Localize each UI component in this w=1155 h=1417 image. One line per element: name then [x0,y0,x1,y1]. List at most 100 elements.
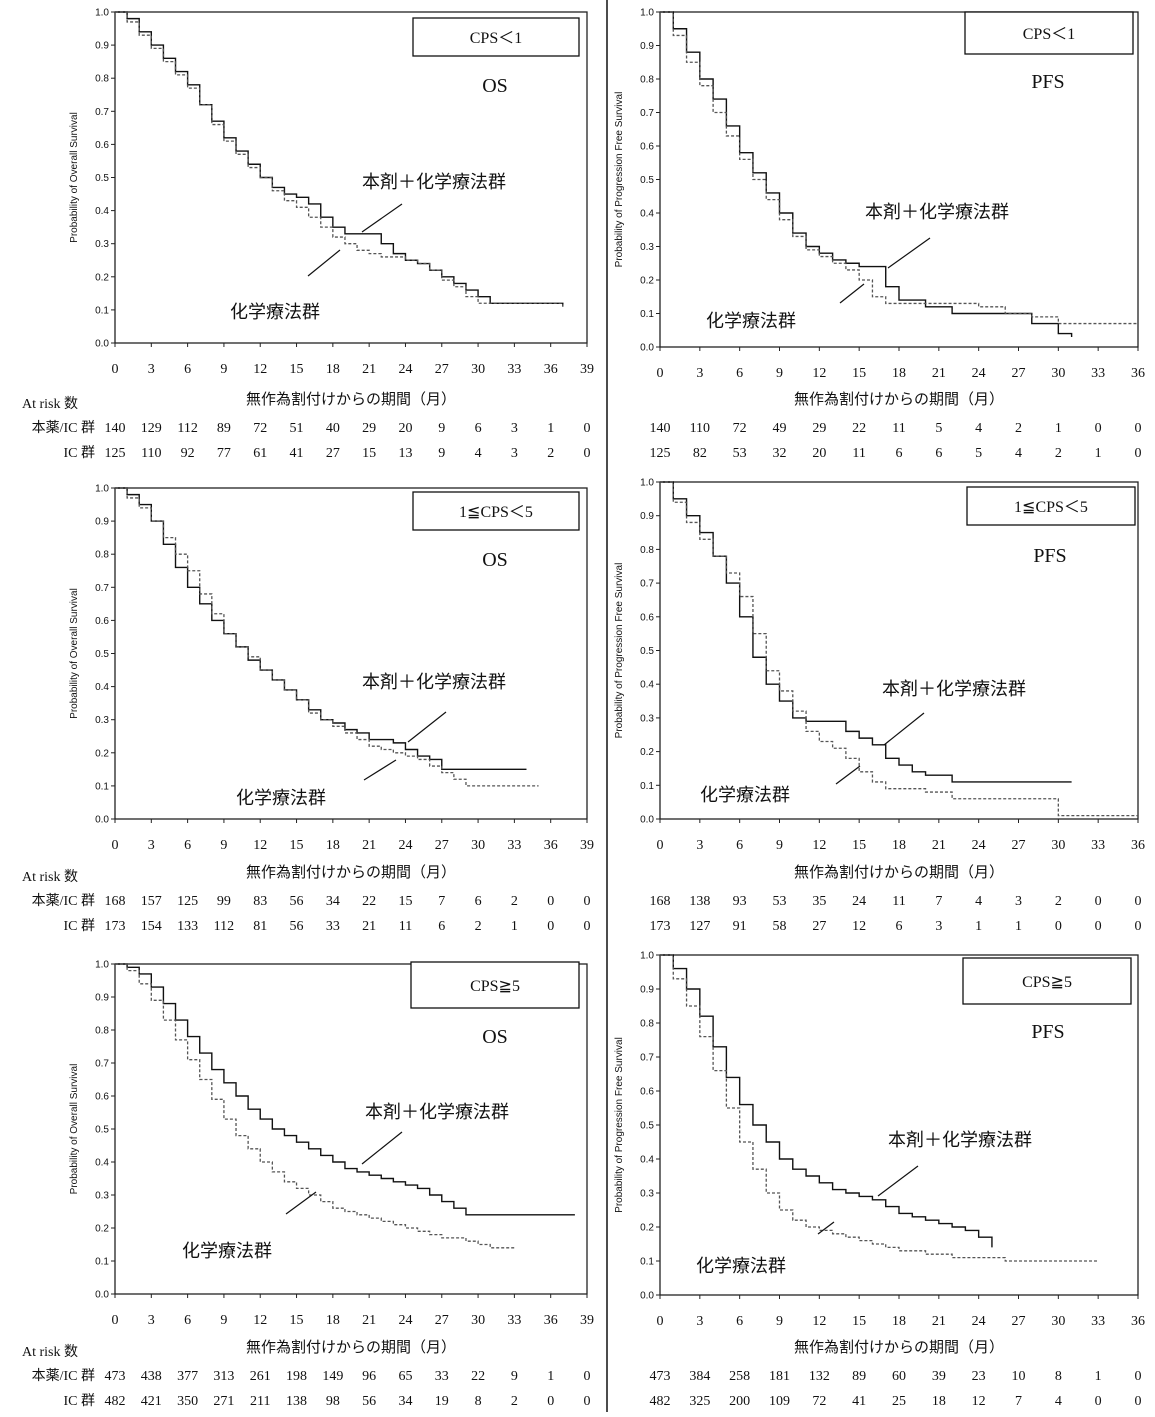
panel3-at-risk-treatment-value: 22 [362,894,376,909]
panel3-at-risk-treatment-value: 157 [141,894,162,909]
panel3-at-risk-treatment-value: 0 [547,894,554,909]
panel1-at-risk-control-value: 2 [547,446,554,461]
panel1-x-tick-label: 30 [471,362,485,377]
panel5-at-risk-treatment-value: 0 [584,1369,591,1384]
panel5-at-risk-control-value: 56 [362,1394,376,1409]
panel2-x-tick-label: 36 [1131,366,1145,381]
panel5-at-risk-control-value: 211 [250,1394,270,1409]
panel6-x-tick-label: 9 [776,1314,783,1329]
panel3-at-risk-treatment-value: 168 [105,894,126,909]
panel3-control-curve [115,487,539,787]
panel2-at-risk-control-value: 53 [733,446,747,461]
panel4-at-risk-control-value: 127 [689,919,710,934]
panel4-y-tick-label: 0.7 [640,579,654,590]
panel3-endpoint-label: OS [482,549,508,571]
panel1-at-risk-control-value: 110 [141,446,161,461]
panel3-at-risk-treatment-value: 6 [475,894,482,909]
panel1-at-risk-treatment-value: 29 [362,421,376,436]
panel4-treatment-label: 本剤＋化学療法群 [882,679,1026,699]
panel3-at-risk-treatment-value: 2 [511,894,518,909]
panel1-x-tick-label: 9 [220,362,227,377]
panel5-y-tick-label: 0.8 [95,1026,109,1037]
panel5-at-risk-control-value: 0 [547,1394,554,1409]
panel5-x-tick-label: 27 [435,1313,449,1328]
panel3-y-tick-label: 0.3 [95,715,109,726]
panel2-control-label: 化学療法群 [706,311,796,331]
panel6-at-risk-control-value: 7 [1015,1394,1022,1409]
panel1-y-axis-label: Probability of Overall Survival [69,112,80,243]
panel5-at-risk-treatment-value: 473 [105,1369,126,1384]
panel5-y-tick-label: 0.9 [95,993,109,1004]
panel1-at-risk-header: At risk 数 [22,396,78,412]
panel1-at-risk-treatment-value: 0 [584,421,591,436]
panel5-at-risk-treatment-value: 313 [213,1369,234,1384]
panel1-at-risk-control-value: 4 [475,446,482,461]
panel6-x-tick-label: 3 [696,1314,703,1329]
panel5-at-risk-treatment-value: 33 [435,1369,449,1384]
panel2-at-risk-treatment-value: 140 [650,421,671,436]
panel3-at-risk-treatment-value: 99 [217,894,231,909]
panel3-at-risk-treatment-value: 15 [398,894,412,909]
panel1-y-tick-label: 0.0 [95,339,109,350]
panel6-endpoint-label: PFS [1031,1021,1064,1043]
panel6-at-risk-treatment-value: 1 [1095,1369,1102,1384]
panel2-subgroup-label: CPS＜1 [1023,26,1075,43]
panel4-y-tick-label: 0.1 [640,781,654,792]
panel2-y-tick-label: 0.1 [640,309,654,320]
panel1-x-tick-label: 39 [580,362,594,377]
panel5-x-tick-label: 21 [362,1313,376,1328]
panel2-at-risk-control-value: 6 [896,446,903,461]
panel2-treatment-pointer [887,237,931,269]
panel6-at-risk-treatment-value: 23 [972,1369,986,1384]
panel1-at-risk-control-value: 41 [290,446,304,461]
panel5-at-risk-control-value: 482 [105,1394,126,1409]
panel4-treatment-curve [660,481,1072,783]
panel3-x-tick-label: 33 [507,838,521,853]
panel3-at-risk-control-value: 154 [141,919,162,934]
panel2-at-risk-control-value: 1 [1095,446,1102,461]
panel4-x-tick-label: 33 [1091,838,1105,853]
panel1-y-tick-label: 0.4 [95,206,109,217]
panel5-y-tick-label: 0.6 [95,1092,109,1103]
panel2-at-risk-treatment-value: 22 [852,421,866,436]
panel3-at-risk-treatment-value: 7 [438,894,445,909]
panel4-at-risk-treatment-value: 168 [650,894,671,909]
panel1-at-risk-treatment-value: 112 [177,421,197,436]
panel6-at-risk-treatment-value: 384 [689,1369,710,1384]
panel6-at-risk-control-value: 200 [729,1394,750,1409]
panel6-at-risk-treatment-value: 10 [1012,1369,1026,1384]
panel3-y-tick-label: 0.1 [95,781,109,792]
panel2-at-risk-treatment-value: 29 [812,421,826,436]
panel5-subgroup-label: CPS≧5 [470,978,520,995]
panel1-at-risk-control-value: 61 [253,446,267,461]
panel1-at-risk-treatment-value: 129 [141,421,162,436]
panel2-x-tick-label: 27 [1012,366,1026,381]
panel1-at-risk-control-value: 92 [181,446,195,461]
panel6-control-curve [660,954,1099,1262]
panel1-plot-frame [114,11,588,344]
panel2-x-tick-label: 33 [1091,366,1105,381]
panel4-at-risk-treatment-value: 138 [689,894,710,909]
panel2-y-tick-label: 0.0 [640,343,654,354]
panel3-y-tick-label: 0.4 [95,682,109,693]
panel2-y-tick-label: 0.9 [640,41,654,52]
panel5-at-risk-control-value: 8 [475,1394,482,1409]
panel6-y-tick-label: 0.6 [640,1087,654,1098]
panel3-treatment-pointer [407,711,447,743]
panel1-y-tick-label: 0.5 [95,173,109,184]
panel4-at-risk-treatment-value: 24 [852,894,866,909]
panel3-at-risk-control-value: 81 [253,919,267,934]
panel6-y-tick-label: 0.7 [640,1053,654,1064]
panel6-at-risk-control-value: 0 [1095,1394,1102,1409]
panel2-x-tick-label: 12 [812,366,826,381]
panel1-at-risk-treatment-value: 3 [511,421,518,436]
panel5-at-risk-control-value: 350 [177,1394,198,1409]
panel3-at-risk-control-value: 2 [475,919,482,934]
panel3-at-risk-control-value: 0 [584,919,591,934]
panel2-y-tick-label: 0.6 [640,142,654,153]
panel3-at-risk-control-value: 21 [362,919,376,934]
panel5-at-risk-control-value: 19 [435,1394,449,1409]
panel3-x-tick-label: 36 [544,838,558,853]
panel5-at-risk-treatment-value: 261 [250,1369,271,1384]
panel1-treatment-label: 本剤＋化学療法群 [362,172,506,192]
